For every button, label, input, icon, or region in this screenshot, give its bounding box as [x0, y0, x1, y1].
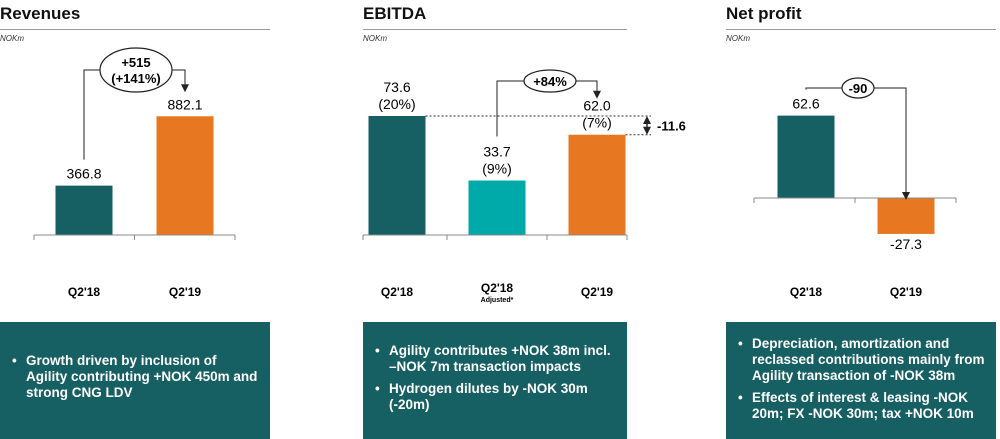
revenues-chart: 366.8 882.1 Q2'18 Q2'19 +515 (+141%)	[33, 47, 236, 299]
unit-label: NOKm	[363, 34, 387, 43]
panel-title: EBITDA	[363, 4, 427, 23]
arrow-down-icon	[593, 90, 601, 99]
panel-title: Net profit	[726, 4, 802, 23]
value-label-q2-19: 882.1	[167, 96, 202, 112]
value-label-q2-18-adjusted: 33.7	[483, 144, 510, 160]
change-label-percent: +84%	[533, 74, 567, 89]
value-label-q2-18: 73.6	[383, 79, 410, 95]
unit-label: NOKm	[0, 34, 24, 43]
commentary-bullet: Agility contributes +NOK 38m incl. –NOK …	[367, 343, 619, 375]
change-label-absolute: -90	[849, 81, 868, 96]
value-label-q2-18: 62.6	[792, 96, 819, 112]
bar-q2-19	[877, 198, 935, 234]
category-label-q2-18: Q2'18	[68, 285, 101, 299]
change-bubble	[523, 69, 577, 93]
commentary-box: Growth driven by inclusion of Agility co…	[0, 322, 270, 439]
arrow-down-icon	[643, 126, 651, 135]
commentary-box: Depreciation, amortization and reclassed…	[726, 322, 996, 439]
bar-q2-19	[568, 134, 626, 235]
category-label-q2-18: Q2'18	[790, 285, 823, 299]
net-profit-chart: 62.6 -27.3 Q2'18 Q2'19 -90	[753, 77, 957, 299]
title-divider	[363, 29, 627, 30]
commentary-bullet: Effects of interest & leasing -NOK 20m; …	[730, 390, 988, 422]
value-label-q2-18: 366.8	[66, 166, 101, 182]
unit-label: NOKm	[726, 34, 750, 43]
commentary-bullet: Hydrogen dilutes by -NOK 30m (-20m)	[367, 381, 619, 413]
bar-q2-18	[55, 185, 113, 235]
ebitda-chart: 73.6 (20%) 33.7 (9%) 62.0 (7%) Q2'18 Q2'…	[362, 69, 686, 304]
arrow-down-icon	[902, 192, 910, 200]
bar-q2-19	[156, 116, 214, 235]
change-label-absolute: +515	[121, 55, 150, 70]
value-label-q2-19: 62.0	[583, 98, 610, 114]
bars-group	[55, 116, 214, 235]
title-divider	[0, 29, 270, 30]
change-label-percent: (+141%)	[111, 71, 161, 86]
margin-label-q2-19: (7%)	[582, 115, 612, 131]
difference-label: -11.6	[657, 118, 686, 133]
value-label-q2-19: -27.3	[890, 236, 922, 252]
margin-label-q2-18-adjusted: (9%)	[482, 161, 512, 177]
net-profit-panel: Net profit NOKm 62.6 -27.3 Q2'18 Q2'19 -…	[726, 0, 996, 439]
category-label-q2-19: Q2'19	[890, 285, 923, 299]
arrow-down-icon	[181, 84, 189, 93]
ebitda-panel: EBITDA NOKm 73.6 (20%) 33.7 (9%) 62.0 (7…	[362, 0, 686, 439]
category-label-q2-19: Q2'19	[581, 285, 614, 299]
category-label-q2-18: Q2'18	[381, 285, 414, 299]
change-bubble	[99, 47, 173, 93]
commentary-bullet: Depreciation, amortization and reclassed…	[730, 336, 988, 384]
bars-group	[777, 115, 935, 234]
arrow-up-icon	[643, 115, 651, 124]
title-divider	[726, 29, 996, 30]
margin-label-q2-18: (20%)	[378, 96, 415, 112]
bar-q2-18	[368, 115, 426, 235]
commentary-bullet: Growth driven by inclusion of Agility co…	[4, 353, 260, 401]
panel-title: Revenues	[0, 4, 81, 23]
category-label-q2-18-adjusted: Q2'18	[481, 281, 514, 295]
revenues-panel: Revenues NOKm 366.8 882.1 Q2'18 Q2'19 +5…	[0, 0, 270, 439]
bar-q2-18	[777, 115, 835, 198]
commentary-box: Agility contributes +NOK 38m incl. –NOK …	[363, 322, 627, 439]
bar-q2-18-adjusted	[468, 180, 526, 235]
bars-group	[368, 115, 626, 235]
category-label-q2-19: Q2'19	[169, 285, 202, 299]
change-bubble	[841, 77, 875, 99]
category-note-adjusted: Adjusted*	[481, 297, 514, 304]
